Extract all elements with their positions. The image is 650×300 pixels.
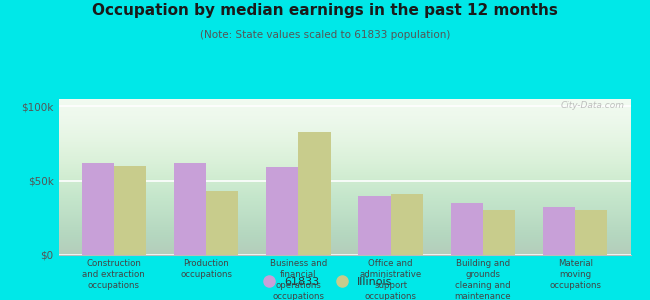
Bar [543, 208, 575, 255]
Bar [358, 196, 391, 255]
Bar [206, 191, 239, 255]
Bar [81, 163, 114, 255]
Bar [174, 163, 206, 255]
Text: (Note: State values scaled to 61833 population): (Note: State values scaled to 61833 popu… [200, 30, 450, 40]
Text: City-Data.com: City-Data.com [561, 100, 625, 109]
Bar [298, 132, 331, 255]
Bar [483, 210, 515, 255]
Text: Occupation by median earnings in the past 12 months: Occupation by median earnings in the pas… [92, 3, 558, 18]
Legend: 61833, Illinois: 61833, Illinois [253, 273, 397, 291]
Bar [575, 210, 608, 255]
Bar [266, 167, 298, 255]
Bar [450, 203, 483, 255]
Bar [391, 194, 423, 255]
Bar [114, 166, 146, 255]
